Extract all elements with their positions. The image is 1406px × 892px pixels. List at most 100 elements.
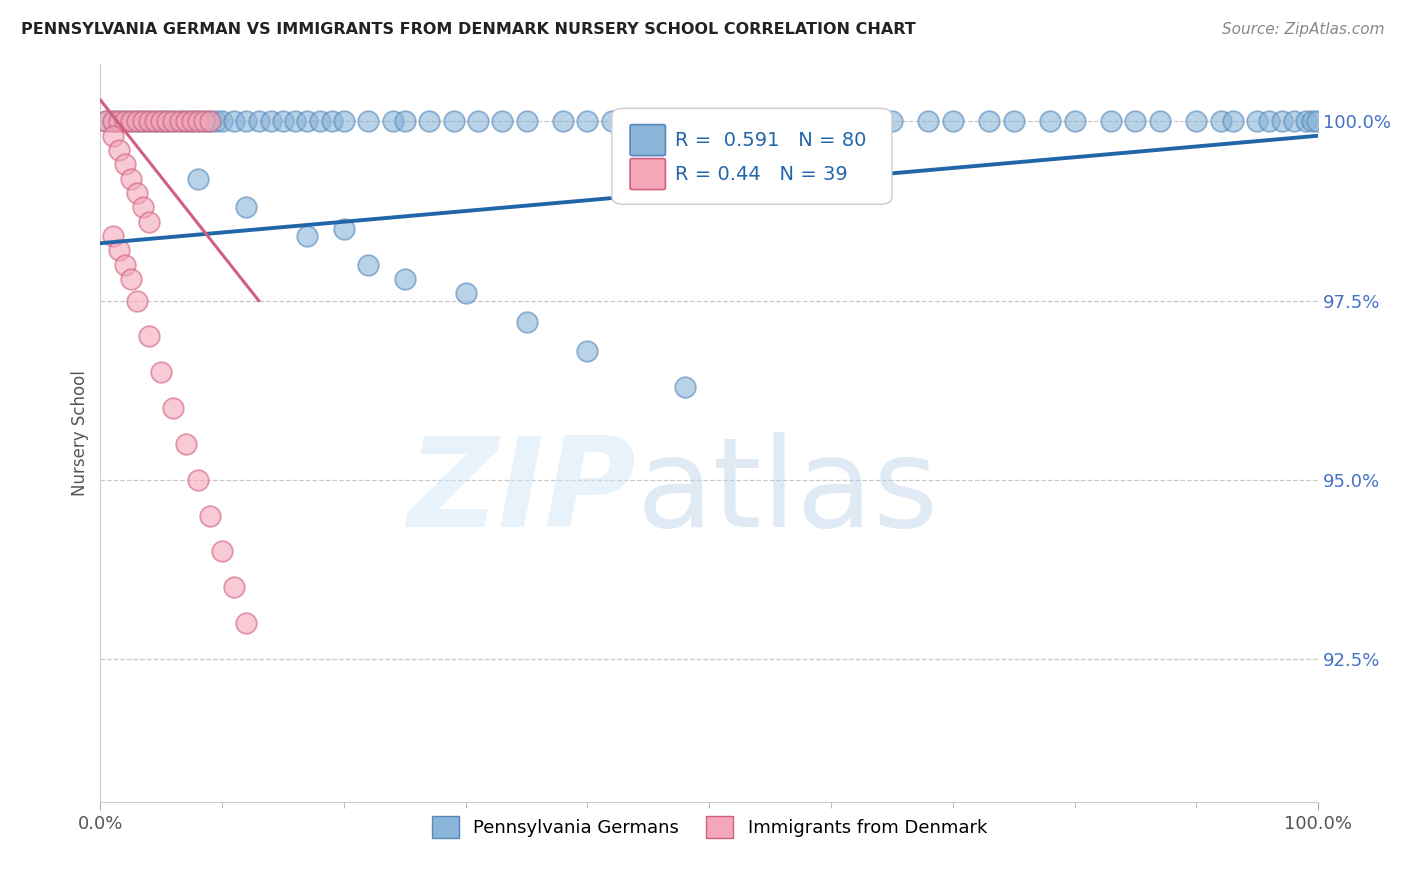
Point: [247, 114, 270, 128]
Point: [96, 114, 118, 128]
Point: [284, 114, 307, 128]
Point: [187, 473, 209, 487]
Point: [1295, 114, 1317, 128]
Point: [138, 215, 160, 229]
Point: [357, 114, 380, 128]
FancyBboxPatch shape: [612, 108, 891, 204]
Point: [174, 114, 197, 128]
Point: [467, 114, 489, 128]
Point: [333, 222, 356, 236]
Point: [381, 114, 404, 128]
Point: [308, 114, 330, 128]
Point: [180, 114, 202, 128]
Point: [132, 114, 155, 128]
Point: [169, 114, 191, 128]
Point: [844, 114, 866, 128]
Point: [101, 229, 124, 244]
Point: [454, 286, 477, 301]
Point: [880, 114, 903, 128]
Point: [193, 114, 215, 128]
Point: [333, 114, 356, 128]
Point: [132, 201, 155, 215]
Point: [1246, 114, 1268, 128]
Point: [357, 258, 380, 272]
Point: [942, 114, 965, 128]
Point: [624, 114, 647, 128]
Point: [1099, 114, 1122, 128]
Point: [1258, 114, 1281, 128]
Point: [169, 114, 191, 128]
Point: [187, 114, 209, 128]
Point: [96, 114, 118, 128]
Text: atlas: atlas: [636, 432, 938, 553]
Point: [143, 114, 166, 128]
Point: [107, 114, 129, 128]
Point: [443, 114, 465, 128]
Text: ZIP: ZIP: [408, 432, 636, 553]
Point: [260, 114, 283, 128]
Point: [198, 114, 221, 128]
Point: [1125, 114, 1147, 128]
Point: [205, 114, 228, 128]
Text: PENNSYLVANIA GERMAN VS IMMIGRANTS FROM DENMARK NURSERY SCHOOL CORRELATION CHART: PENNSYLVANIA GERMAN VS IMMIGRANTS FROM D…: [21, 22, 915, 37]
Point: [224, 580, 246, 594]
Point: [796, 114, 818, 128]
Point: [1282, 114, 1305, 128]
Point: [120, 272, 142, 286]
Point: [156, 114, 179, 128]
Point: [1063, 114, 1085, 128]
Point: [1301, 114, 1323, 128]
Point: [114, 114, 136, 128]
Point: [650, 114, 672, 128]
Point: [1039, 114, 1062, 128]
Y-axis label: Nursery School: Nursery School: [72, 370, 89, 496]
Point: [271, 114, 294, 128]
Point: [150, 114, 173, 128]
Point: [224, 114, 246, 128]
Point: [1306, 114, 1329, 128]
Point: [187, 114, 209, 128]
Legend: Pennsylvania Germans, Immigrants from Denmark: Pennsylvania Germans, Immigrants from De…: [425, 808, 994, 845]
Point: [697, 114, 720, 128]
Point: [120, 114, 142, 128]
Point: [673, 114, 696, 128]
Point: [600, 114, 623, 128]
Point: [143, 114, 166, 128]
Text: R =  0.591   N = 80: R = 0.591 N = 80: [675, 130, 866, 150]
Point: [820, 114, 842, 128]
Point: [516, 315, 538, 329]
Point: [516, 114, 538, 128]
Point: [107, 114, 129, 128]
Point: [917, 114, 939, 128]
Text: Source: ZipAtlas.com: Source: ZipAtlas.com: [1222, 22, 1385, 37]
Point: [979, 114, 1001, 128]
Point: [723, 114, 745, 128]
Point: [235, 114, 257, 128]
Point: [138, 114, 160, 128]
FancyBboxPatch shape: [630, 159, 665, 190]
Point: [114, 157, 136, 171]
Point: [114, 258, 136, 272]
Point: [101, 114, 124, 128]
Point: [759, 114, 782, 128]
Point: [120, 114, 142, 128]
Point: [125, 293, 148, 308]
Point: [1002, 114, 1025, 128]
Point: [576, 114, 599, 128]
Point: [491, 114, 513, 128]
Point: [150, 114, 173, 128]
Point: [235, 616, 257, 631]
Point: [211, 544, 233, 558]
Point: [235, 201, 257, 215]
Point: [321, 114, 343, 128]
Point: [394, 114, 416, 128]
Point: [211, 114, 233, 128]
Point: [120, 171, 142, 186]
FancyBboxPatch shape: [630, 125, 665, 155]
Point: [187, 171, 209, 186]
Text: R = 0.44   N = 39: R = 0.44 N = 39: [675, 164, 848, 184]
Point: [198, 114, 221, 128]
Point: [162, 401, 184, 415]
Point: [125, 114, 148, 128]
Point: [125, 114, 148, 128]
